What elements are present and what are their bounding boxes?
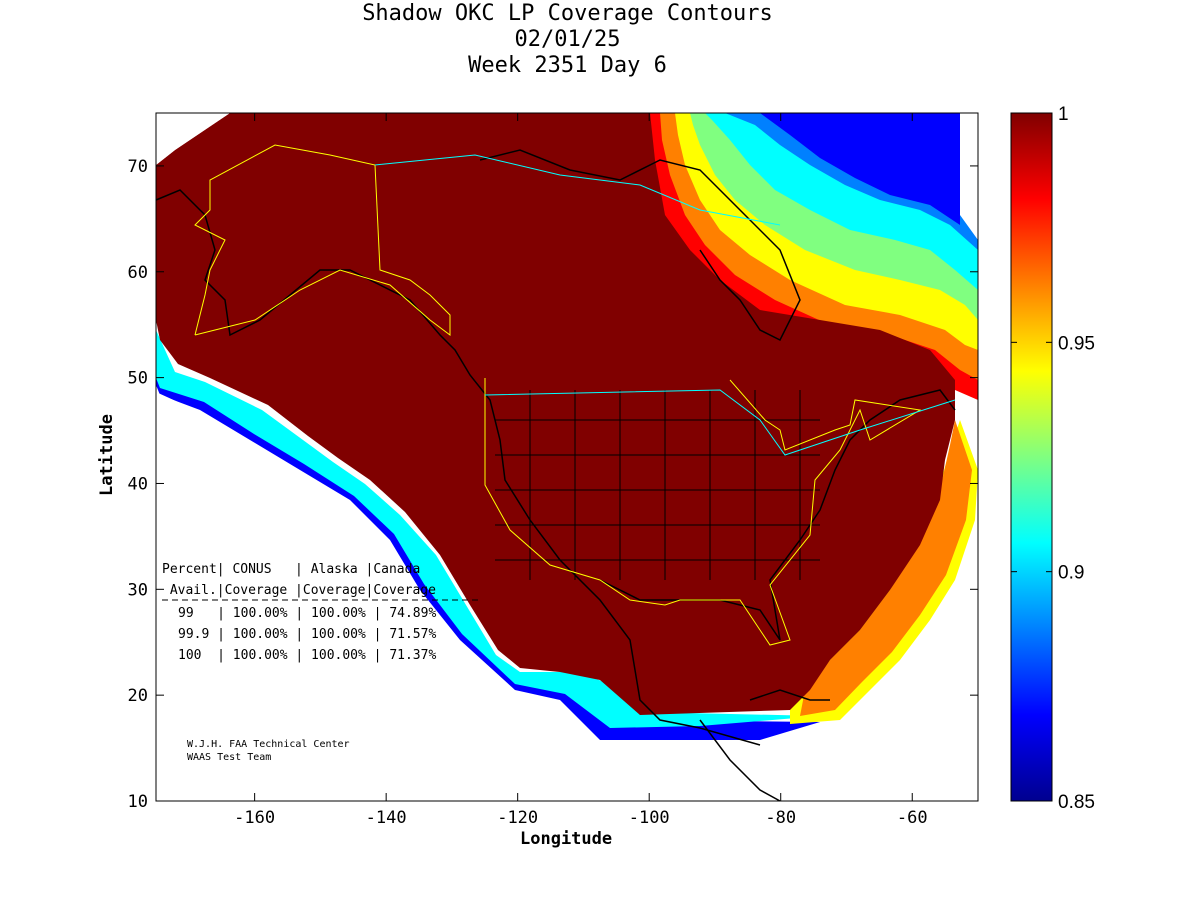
- table-row: 99.9 | 100.00% | 100.00% | 71.57%: [178, 627, 436, 642]
- no-data-corner-nw: [156, 113, 230, 165]
- table-header-row-1: Percent| CONUS | Alaska |Canada: [162, 562, 420, 577]
- no-data-corner-ne: [960, 113, 978, 240]
- coastline-caribbean: [749, 689, 830, 701]
- coastline-central-america: [699, 719, 781, 802]
- colorbar-tick-label: 0.85: [1058, 792, 1095, 813]
- coastline-west: [155, 189, 761, 746]
- x-tick-label: -80: [765, 808, 796, 828]
- x-tick-label: -140: [366, 808, 407, 828]
- y-tick-label: 30: [128, 580, 148, 600]
- coverage-band-blue-north: [760, 113, 960, 225]
- credit-text: WAAS Test Team: [187, 752, 271, 763]
- alaska-coverage-outline: [194, 144, 451, 336]
- y-tick-label: 50: [128, 369, 148, 389]
- x-tick-label: -100: [629, 808, 670, 828]
- x-tick-label: -120: [497, 808, 538, 828]
- plot-frame: [155, 112, 979, 802]
- no-data-south: [156, 392, 978, 801]
- x-tick-label: -160: [234, 808, 275, 828]
- coverage-band-blue: [156, 335, 820, 740]
- y-tick-label: 10: [128, 792, 148, 812]
- chart-week-day: Week 2351 Day 6: [468, 53, 667, 78]
- canada-coverage-outline: [374, 154, 781, 226]
- y-tick-label: 20: [128, 686, 148, 706]
- colorbar-tick-label: 1: [1058, 104, 1069, 125]
- chart-date: 02/01/25: [514, 27, 621, 52]
- table-row: 99 | 100.00% | 100.00% | 74.89%: [178, 606, 436, 621]
- x-tick-label: -60: [897, 808, 928, 828]
- credit-text: W.J.H. FAA Technical Center: [187, 739, 350, 750]
- y-tick-label: 40: [128, 474, 148, 494]
- colorbar-tick-label: 0.95: [1058, 333, 1095, 354]
- chart-title: Shadow OKC LP Coverage Contours: [362, 1, 773, 26]
- colorbar-tick-label: 0.9: [1058, 563, 1084, 584]
- y-tick-label: 60: [128, 263, 148, 283]
- table-header-row-2: Avail.|Coverage |Coverage|Coverage: [162, 583, 436, 598]
- coverage-band-orange: [800, 420, 972, 716]
- conus-coverage-outline: [484, 378, 922, 646]
- table-row: 100 | 100.00% | 100.00% | 71.37%: [178, 648, 436, 663]
- x-axis-label: Longitude: [520, 829, 613, 849]
- coastline-hudson-bay: [479, 149, 801, 342]
- coverage-band-cyan: [156, 330, 820, 728]
- colorbar: [1010, 112, 1053, 802]
- y-tick-label: 70: [128, 157, 148, 177]
- canada-border-outline: [484, 389, 956, 456]
